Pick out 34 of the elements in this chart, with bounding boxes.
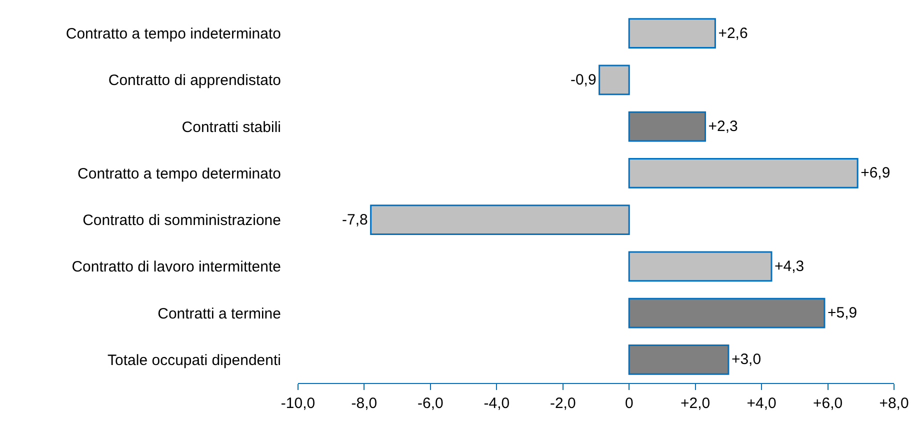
x-tick-label: +6,0 xyxy=(812,395,843,412)
bar xyxy=(628,298,826,328)
y-tick-label: Contratto di lavoro intermittente xyxy=(72,258,281,276)
x-tick-label: -2,0 xyxy=(550,395,576,412)
y-tick-label: Contratti stabili xyxy=(182,118,281,136)
x-tick-label: -10,0 xyxy=(280,395,316,412)
x-tick-label: -4,0 xyxy=(484,395,510,412)
bar xyxy=(628,18,716,49)
y-tick-label: Contratto di somministrazione xyxy=(82,212,281,230)
data-label: +6,9 xyxy=(860,164,890,182)
data-label: -0,9 xyxy=(570,71,596,88)
y-tick-label: Totale occupati dipendenti xyxy=(108,352,281,369)
data-label: +3,0 xyxy=(731,351,762,368)
data-label: -7,8 xyxy=(342,211,368,228)
x-tick-label: +8,0 xyxy=(879,395,909,412)
x-tick-label: -6,0 xyxy=(418,395,444,412)
data-label: +2,6 xyxy=(718,24,748,42)
bar xyxy=(598,64,630,96)
bar xyxy=(628,251,772,282)
data-label: +4,3 xyxy=(774,258,804,275)
x-tick-label: +4,0 xyxy=(746,395,776,412)
data-label: +5,9 xyxy=(827,304,858,322)
bar xyxy=(628,158,858,188)
bar xyxy=(370,204,630,236)
data-label: +2,3 xyxy=(708,118,738,136)
y-tick-label: Contratto a tempo determinato xyxy=(78,165,281,182)
y-tick-label: Contratti a termine xyxy=(158,305,281,322)
x-tick-label: 0 xyxy=(624,395,634,412)
x-tick-label: -8,0 xyxy=(351,395,378,412)
y-tick-label: Contratto di apprendistato xyxy=(108,72,281,90)
x-tick-label: +2,0 xyxy=(680,395,710,412)
bar xyxy=(628,344,730,375)
bar xyxy=(628,111,706,142)
y-tick-label: Contratto a tempo indeterminato xyxy=(66,26,281,43)
